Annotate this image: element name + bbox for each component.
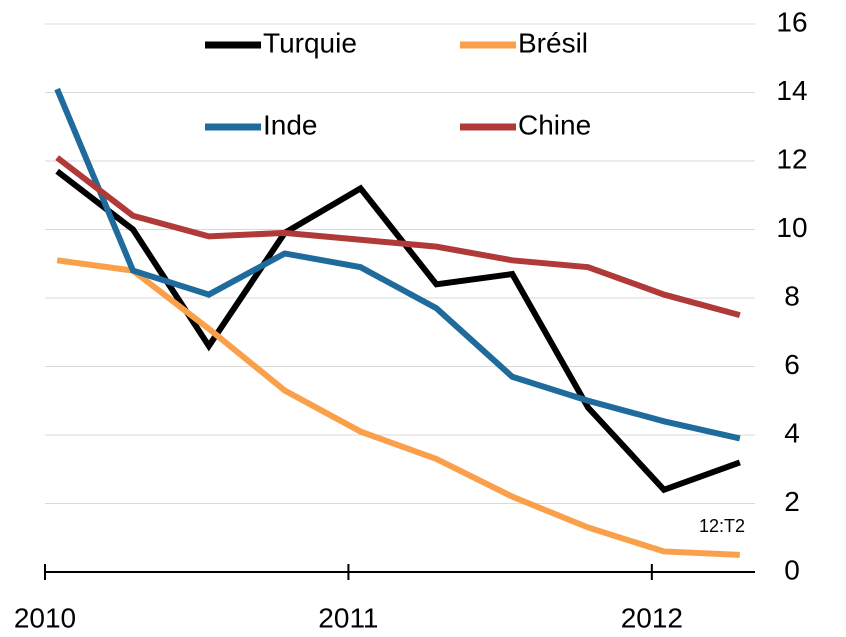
legend-label: Turquie	[263, 27, 357, 58]
y-tick-label: 8	[784, 280, 800, 311]
y-tick-label: 6	[784, 349, 800, 380]
line	[55, 168, 741, 494]
legend-label: Chine	[518, 109, 591, 140]
y-tick-label: 12	[776, 143, 807, 174]
legend-label: Brésil	[518, 27, 588, 58]
y-tick-label: 14	[776, 75, 807, 106]
annotation: 12:T2	[699, 516, 745, 536]
legend-label: Inde	[263, 109, 318, 140]
line	[55, 155, 741, 319]
x-tick-label: 2011	[318, 602, 378, 633]
line	[56, 257, 740, 558]
y-tick-label: 2	[784, 486, 800, 517]
line	[54, 87, 741, 442]
y-tick-label: 10	[776, 212, 807, 243]
x-tick-label: 2012	[621, 602, 683, 633]
y-tick-label: 16	[776, 6, 807, 37]
x-tick-label: 2010	[14, 602, 76, 633]
y-tick-label: 0	[784, 554, 800, 585]
y-tick-label: 4	[784, 417, 800, 448]
